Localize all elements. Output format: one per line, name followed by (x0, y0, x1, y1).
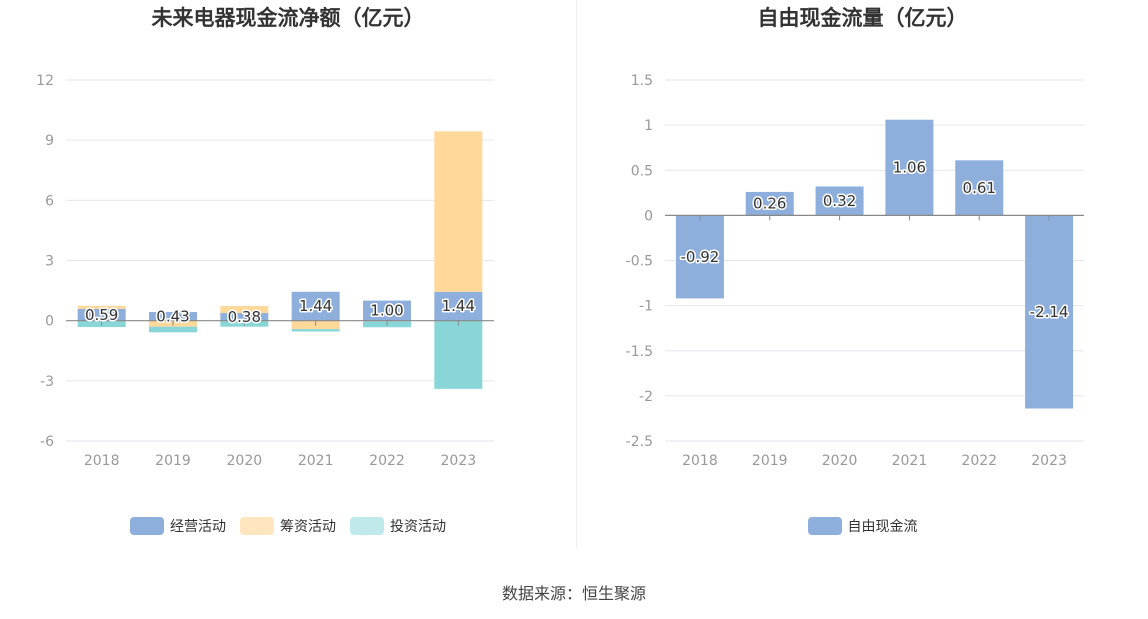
right-chart-panel: 自由现金流量（亿元） 1.5 1 0.5 0 -0.5 -1 -1.5 -2 -2.5 2018 2… (577, 0, 1148, 560)
x-tick-label: 2022 (961, 453, 997, 469)
data-label: 1.06 (893, 159, 926, 177)
x-tick-label: 2019 (155, 453, 191, 469)
y-tick-label: 6 (45, 193, 54, 209)
bar-segment (77, 305, 126, 309)
x-tick-label: 2021 (298, 453, 334, 469)
bar-segment (434, 131, 483, 292)
legend-label: 经营活动 (170, 519, 226, 535)
y-tick-label: -6 (40, 434, 54, 450)
data-label: 1.44 (299, 297, 332, 315)
left-legend: 经营活动 筹资活动 投资活动 (0, 516, 576, 536)
data-label: 0.26 (753, 195, 786, 213)
bar-segment (77, 308, 126, 321)
legend-item-financing[interactable]: 筹资活动 (240, 516, 336, 536)
bar-segment (220, 313, 269, 321)
y-tick-label: -1 (639, 299, 653, 315)
bar-segment (291, 291, 340, 321)
data-label: 0.61 (963, 179, 996, 197)
data-label: 0.43 (156, 307, 189, 325)
legend-swatch-icon (807, 517, 842, 535)
x-tick-label: 2023 (1031, 453, 1067, 469)
bar-segment (220, 306, 269, 314)
legend-swatch-icon (240, 517, 274, 535)
bar-segment (149, 326, 197, 333)
y-tick-label: 0 (644, 208, 653, 224)
left-chart-panel: 未来电器现金流净额（亿元） 12 9 6 3 0 -3 -6 2018 2019 2020 2021… (0, 0, 576, 560)
right-legend: 自由现金流 (577, 516, 1148, 536)
data-label: 1.00 (370, 302, 403, 320)
y-tick-label: 1 (644, 118, 653, 134)
x-tick-label: 2021 (892, 453, 928, 469)
legend-item-operating[interactable]: 经营活动 (130, 516, 226, 536)
bar (745, 191, 794, 216)
bar-segment (363, 300, 411, 321)
y-tick-label: 0 (45, 314, 54, 330)
legend-swatch-icon (130, 517, 164, 535)
bar (955, 160, 1004, 216)
left-chart-title: 未来电器现金流净额（亿元） (151, 6, 425, 30)
bar-segment (149, 312, 197, 321)
y-tick-label: -2 (639, 389, 653, 405)
x-tick-label: 2022 (369, 453, 405, 469)
data-label: 1.44 (442, 297, 475, 315)
x-tick-label: 2020 (227, 453, 263, 469)
right-chart-title: 自由现金流量（亿元） (757, 6, 968, 30)
y-tick-label: 3 (45, 254, 54, 270)
x-tick-label: 2018 (84, 453, 120, 469)
x-tick-label: 2018 (682, 453, 718, 469)
legend-label: 投资活动 (390, 519, 446, 535)
bar-segment (434, 320, 483, 389)
y-tick-label: -0.5 (626, 254, 653, 270)
data-label: -0.92 (681, 248, 720, 266)
bar (885, 119, 934, 216)
data-label: 0.38 (228, 308, 261, 326)
y-tick-label: -1.5 (626, 344, 653, 360)
bar (675, 215, 724, 299)
legend-label: 自由现金流 (847, 519, 918, 535)
legend-label: 筹资活动 (280, 519, 336, 535)
y-tick-label: 12 (36, 73, 54, 89)
right-chart-canvas: 1.5 1 0.5 0 -0.5 -1 -1.5 -2 -2.5 2018 2019 2020 2021… (626, 73, 1084, 469)
x-tick-label: 2023 (441, 453, 477, 469)
legend-swatch-icon (350, 517, 384, 535)
bar-segment (434, 291, 483, 321)
legend-item-investing[interactable]: 投资活动 (350, 516, 446, 536)
legend-item-freecash[interactable]: 自由现金流 (807, 516, 918, 536)
y-tick-label: 0.5 (631, 163, 653, 179)
data-label: -2.14 (1030, 303, 1069, 321)
bar-segment (291, 329, 340, 332)
y-tick-label: 1.5 (631, 73, 653, 89)
bar (815, 186, 864, 216)
data-label: 0.32 (823, 192, 856, 210)
bar (1025, 215, 1074, 409)
data-source-note: 数据来源：恒生聚源 (501, 584, 646, 603)
panel-divider (576, 0, 577, 548)
data-label: 0.59 (85, 306, 118, 324)
x-tick-label: 2019 (752, 453, 788, 469)
y-tick-label: 9 (45, 133, 54, 149)
left-chart-canvas: 12 9 6 3 0 -3 -6 2018 2019 2020 2021 2022 2023 0.59 0.… (36, 73, 494, 469)
x-tick-label: 2020 (822, 453, 858, 469)
y-tick-label: -3 (40, 374, 54, 390)
y-tick-label: -2.5 (626, 434, 653, 450)
